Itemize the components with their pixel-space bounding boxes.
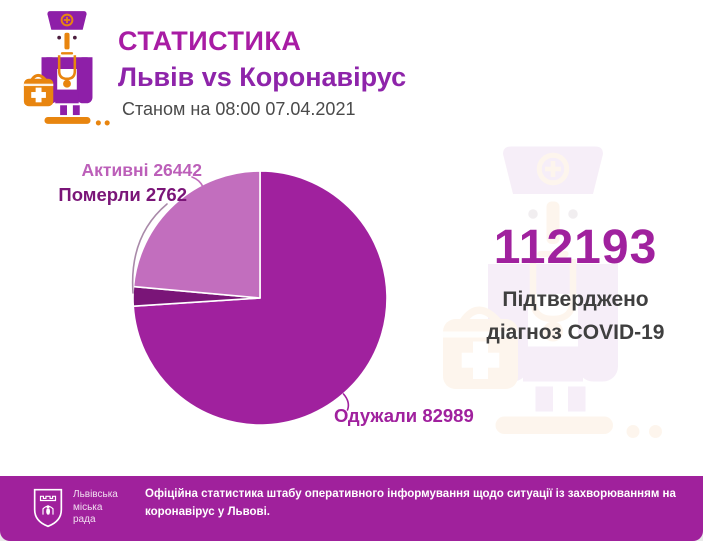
page-title: СТАТИСТИКА [118, 26, 302, 56]
confirmed-caption-line1: Підтверджено [502, 288, 649, 311]
pie-label-active: Активні 26442 [30, 160, 202, 181]
lviv-coat-of-arms-icon [33, 488, 63, 528]
pie-label-deaths: Померли 2762 [25, 184, 187, 206]
org-line1: Львівська [73, 489, 118, 501]
leader-line-active [191, 176, 204, 188]
pie-label-recovered-value: 82989 [422, 405, 474, 426]
org-line3: рада [73, 514, 96, 526]
pie-label-deaths-name: Померли [58, 184, 141, 205]
pie-label-recovered: Одужали 82989 [334, 405, 474, 427]
confirmed-caption-line2: діагноз COVID-19 [486, 320, 665, 344]
footer-bar: Львівська міська рада Офіційна статистик… [0, 476, 703, 541]
pie-label-recovered-name: Одужали [334, 405, 418, 426]
leader-line-deaths [131, 203, 168, 294]
confirmed-caption: Підтверджено діагноз COVID-19 [448, 284, 703, 349]
pie-label-active-value: 26442 [153, 160, 202, 180]
pie-slice-active [132, 170, 261, 299]
leader-line-recovered [342, 393, 350, 411]
confirmed-total: 112193 [493, 221, 658, 274]
city-council-logo: Львівська міська рада [33, 487, 118, 529]
pie-label-deaths-value: 2762 [145, 184, 187, 205]
timestamp: Станом на 08:00 07.04.2021 [122, 99, 356, 119]
pie-chart [120, 158, 400, 438]
pie-chart-svg [131, 170, 388, 426]
doctor-logo-icon [18, 6, 116, 132]
city-council-name: Львівська міська рада [73, 489, 118, 527]
org-line2: міська [73, 501, 103, 513]
footer-note: Офіційна статистика штабу оперативного і… [145, 488, 676, 519]
page-subtitle: Львів vs Коронавірус [118, 62, 407, 92]
confirmed-summary: 112193 Підтверджено діагноз COVID-19 [448, 224, 703, 349]
pie-leader-lines [131, 176, 350, 411]
pie-label-active-name: Активні [81, 160, 149, 180]
